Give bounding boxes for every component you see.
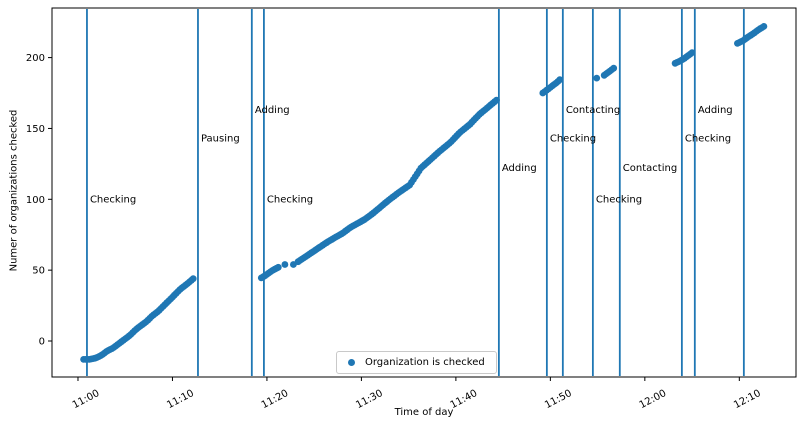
event-label: Checking	[90, 194, 136, 205]
legend-label: Organization is checked	[365, 357, 485, 368]
event-label: Adding	[502, 163, 537, 174]
scatter-dot	[688, 49, 696, 56]
scatter-dot	[189, 275, 197, 283]
scatter-dot	[281, 261, 289, 268]
event-label: Checking	[550, 133, 596, 144]
event-label: Adding	[698, 105, 733, 116]
scatter-dot	[556, 76, 564, 84]
event-label: Contacting	[566, 105, 620, 116]
scatter-dot	[274, 263, 282, 271]
scatter-dot	[593, 74, 601, 82]
scatter-dot	[760, 23, 768, 30]
scatter-dot	[493, 96, 500, 104]
y-tick-label: 50	[32, 266, 45, 277]
y-tick-label: 100	[26, 195, 45, 206]
y-tick-label: 150	[26, 124, 45, 135]
event-label: Checking	[267, 194, 313, 205]
scatter-dot	[290, 261, 297, 268]
x-axis-label: Time of day	[394, 407, 454, 418]
event-label: Contacting	[623, 163, 677, 174]
y-tick-label: 0	[39, 337, 45, 348]
plot-border	[51, 7, 797, 378]
y-tick-label: 200	[26, 53, 45, 64]
legend-marker-dot-icon	[348, 359, 355, 366]
event-label: Checking	[685, 133, 731, 144]
event-label: Checking	[596, 194, 642, 205]
y-axis-label: Numer of organizations checked	[8, 109, 20, 272]
event-label: Adding	[255, 105, 290, 116]
legend: Organization is checked	[336, 351, 497, 374]
scatter-dot	[610, 64, 618, 72]
event-label: Pausing	[201, 133, 240, 144]
